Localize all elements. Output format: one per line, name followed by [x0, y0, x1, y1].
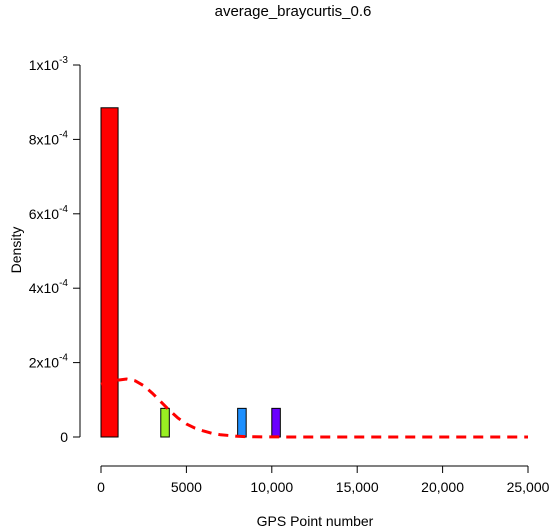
histogram-bar [237, 407, 247, 438]
x-tick-label: 15,000 [336, 479, 379, 495]
histogram-bar [271, 407, 281, 438]
histogram-bar [160, 407, 170, 438]
x-tick-label: 5000 [171, 479, 202, 495]
histogram-bar [100, 107, 119, 438]
chart-title: average_braycurtis_0.6 [215, 3, 372, 20]
y-tick-label: 2x10-4 [29, 353, 69, 371]
x-tick-label: 10,000 [250, 479, 293, 495]
x-tick-label: 25,000 [507, 479, 550, 495]
y-tick-label: 4x10-4 [29, 278, 69, 296]
y-tick-label: 6x10-4 [29, 204, 69, 222]
x-tick-label: 0 [97, 479, 105, 495]
x-tick-label: 20,000 [421, 479, 464, 495]
y-tick-label: 0 [60, 429, 68, 445]
y-axis: 0 2x10-4 4x10-4 6x10-4 8x10-4 1x10-3 [29, 55, 81, 445]
density-curve-group [100, 377, 528, 439]
x-axis-label: GPS Point number [257, 513, 374, 529]
density-curve [100, 377, 528, 439]
histogram-bars [100, 107, 281, 438]
y-tick-label: 8x10-4 [29, 129, 69, 147]
y-axis-label: Density [8, 227, 24, 274]
y-tick-label: 1x10-3 [29, 55, 69, 73]
x-axis: 0 5000 10,000 15,000 20,000 25,000 [97, 465, 550, 495]
